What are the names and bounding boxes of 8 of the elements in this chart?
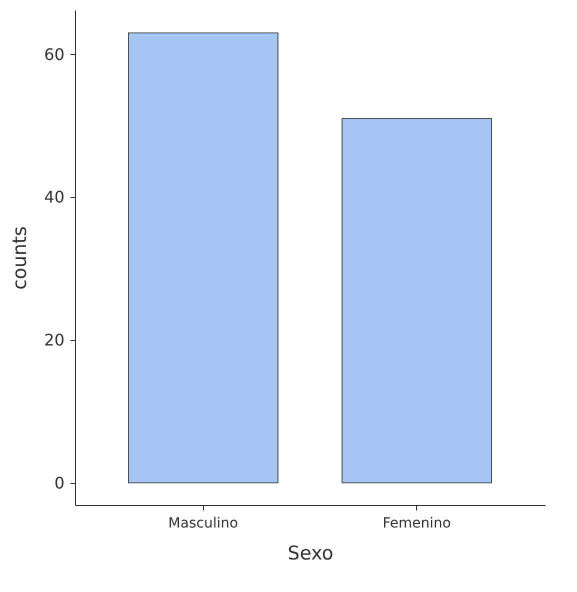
y-tick-label: 60: [44, 44, 64, 64]
x-tick-label: Femenino: [382, 516, 451, 532]
y-axis-title: counts: [9, 226, 32, 290]
x-tick-label: Masculino: [168, 516, 238, 532]
x-axis-title: Sexo: [288, 542, 334, 564]
y-tick-label: 20: [44, 330, 64, 350]
y-tick-label: 0: [54, 473, 64, 492]
y-tick-label: 40: [44, 188, 64, 207]
